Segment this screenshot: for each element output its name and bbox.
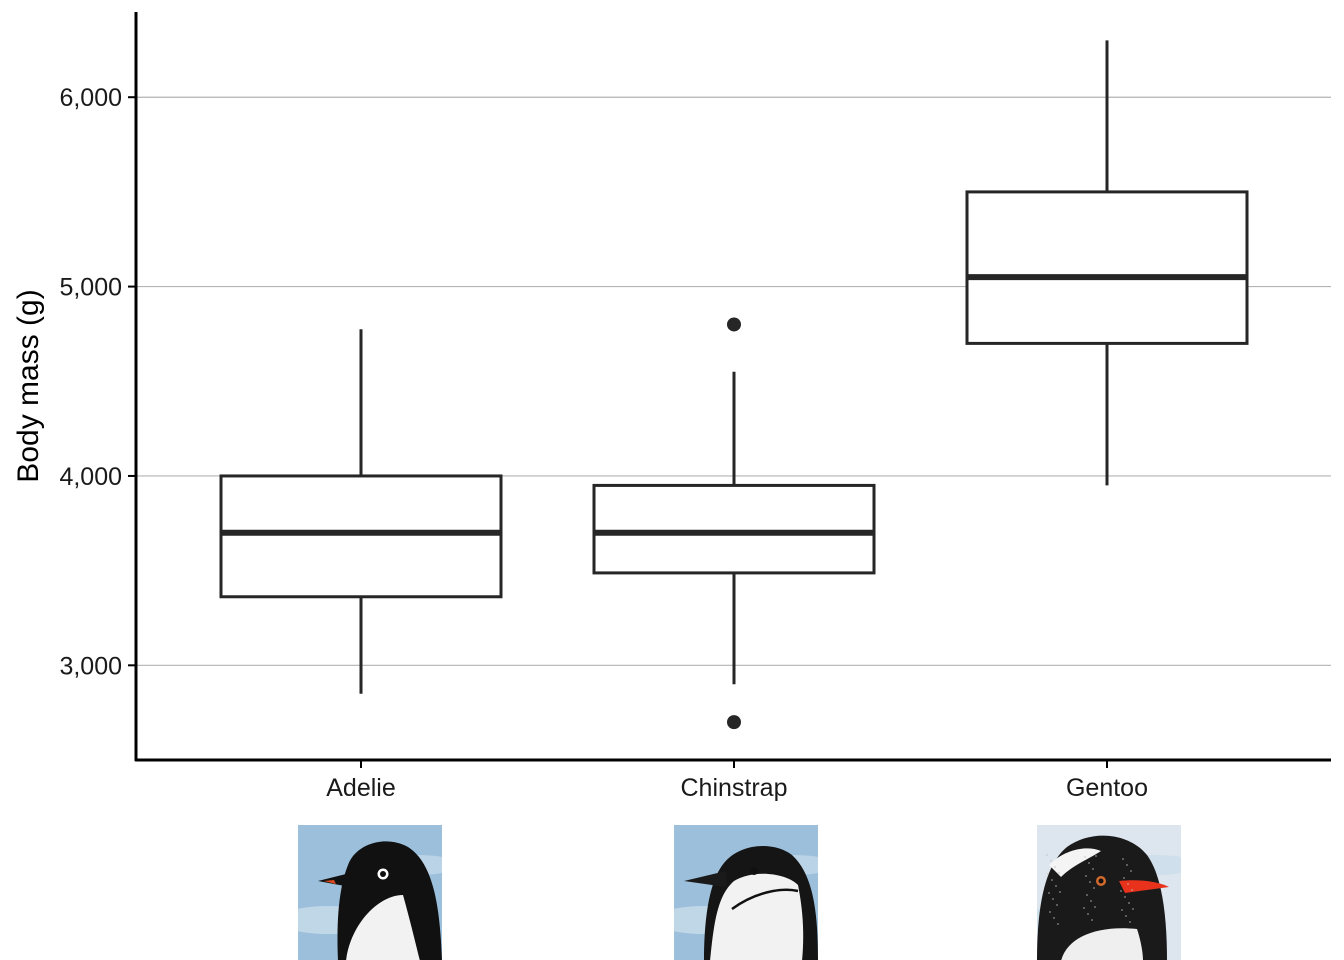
box-iqr xyxy=(219,474,503,599)
box-chinstrap xyxy=(592,317,876,730)
box-iqr xyxy=(965,190,1249,345)
adelie-penguin-photo-icon xyxy=(298,825,442,960)
y-axis-label: Body mass (g) xyxy=(12,289,45,482)
outlier-point xyxy=(727,715,741,730)
x-tick-label: Chinstrap xyxy=(681,774,788,802)
chinstrap-penguin-photo-icon xyxy=(674,825,818,960)
box-gentoo xyxy=(965,40,1249,486)
y-tick-label: 3,000 xyxy=(59,652,122,680)
gentoo-penguin-photo-icon xyxy=(1037,825,1181,960)
y-ticks: 3,000 4,000 5,000 6,000 xyxy=(59,84,136,680)
box-iqr xyxy=(592,483,876,575)
x-tick-label: Adelie xyxy=(326,774,396,802)
y-tick-label: 6,000 xyxy=(59,84,122,112)
outlier-point xyxy=(727,317,741,332)
y-tick-label: 5,000 xyxy=(59,274,122,302)
box-adelie xyxy=(219,329,503,694)
x-ticks: Adelie Chinstrap Gentoo xyxy=(326,760,1148,802)
boxes xyxy=(219,40,1249,730)
penguin-images xyxy=(298,825,1181,960)
y-tick-label: 4,000 xyxy=(59,463,122,491)
x-tick-label: Gentoo xyxy=(1066,774,1148,802)
